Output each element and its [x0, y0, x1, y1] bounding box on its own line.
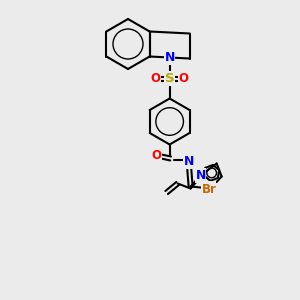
Text: O: O: [151, 72, 161, 85]
Text: N: N: [196, 169, 206, 182]
Text: S: S: [165, 72, 175, 85]
Text: Br: Br: [202, 183, 217, 196]
Text: O: O: [179, 72, 189, 85]
Text: N: N: [184, 155, 194, 168]
Text: S: S: [206, 182, 215, 195]
Text: N: N: [164, 51, 175, 64]
Text: O: O: [152, 149, 162, 162]
